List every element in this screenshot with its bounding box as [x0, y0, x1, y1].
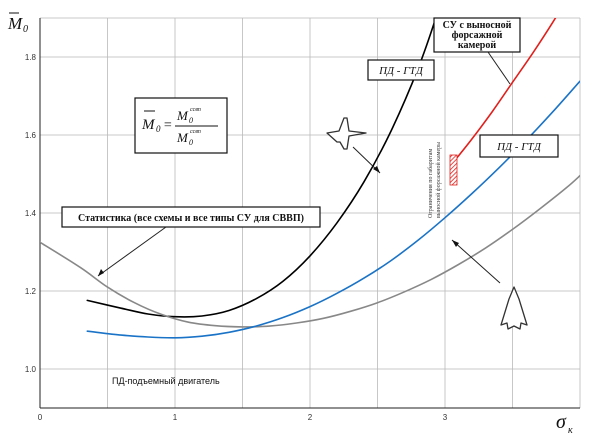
- formula-numerator-sup: ссвп: [190, 107, 201, 113]
- formula-lhs: M: [141, 117, 156, 133]
- y-axis-subscript: 0: [23, 24, 28, 35]
- x-tick-label: 0: [38, 413, 43, 422]
- annotation-statistics-box: [61, 206, 321, 228]
- formula-denominator-sub: 0: [189, 138, 193, 147]
- y-tick-label: 1.2: [25, 287, 37, 296]
- annotation-afterburner-leader: [487, 51, 511, 85]
- limit-hatch: [449, 154, 458, 186]
- formula-numerator-sub: 0: [189, 116, 193, 125]
- annotation-statistics-arrowhead: [98, 269, 104, 276]
- fighter-arrowhead: [452, 240, 459, 247]
- x-axis-subscript: к: [568, 425, 573, 436]
- annotation-afterburner: СУ с выносной форсажной камерой: [433, 17, 521, 85]
- series-gray-line: [40, 174, 580, 328]
- annotation-afterburner-box: [433, 17, 521, 53]
- formula-denominator-sup: ссвп: [190, 129, 201, 135]
- axes: [39, 18, 580, 409]
- annotation-pd-gtd-upper-box: [367, 59, 435, 81]
- y-axis-symbol: M: [7, 14, 23, 33]
- x-tick-label: 2: [308, 413, 313, 422]
- fighter-body: [500, 286, 528, 330]
- formula-denominator: M: [176, 130, 189, 145]
- series-red-line: [451, 18, 557, 166]
- annotation-pd-gtd-upper: ПД - ГТД: [367, 59, 435, 81]
- lift-engine-label: ПД-подъемный двигатель: [112, 376, 220, 386]
- formula-equals: =: [163, 118, 172, 133]
- annotation-statistics-leader: [97, 226, 167, 277]
- annotation-pd-gtd-upper-label: ПД - ГТД: [378, 65, 424, 77]
- series-black-line: [86, 18, 437, 318]
- afterburner-limit: Ограничения по габаритам выносной форсаж…: [427, 142, 458, 218]
- y-tick-label: 1.6: [25, 131, 37, 140]
- annotation-afterburner-line1: СУ с выносной: [443, 20, 512, 31]
- y-axis-title: M 0: [7, 12, 28, 35]
- annotation-pd-gtd-right-box: [479, 134, 559, 158]
- x-axis-title: σ к: [556, 411, 573, 436]
- x-tick-label: 3: [443, 413, 448, 422]
- y-tick-label: 1.0: [25, 365, 37, 374]
- y-tick-label: 1.8: [25, 53, 37, 62]
- annotation-afterburner-line2: форсажной: [452, 30, 503, 41]
- limit-note-line1: Ограничения по габаритам: [427, 149, 434, 218]
- annotation-statistics-label: Статистика (все схемы и все типы СУ для …: [78, 213, 304, 224]
- limit-note-line2: выносной форсажной камеры: [435, 142, 442, 218]
- annotation-pd-gtd-right-label: ПД - ГТД: [496, 141, 542, 153]
- formula-numerator: M: [176, 108, 189, 123]
- fighter-leader: [451, 239, 501, 284]
- series-blue-line: [86, 80, 580, 339]
- tick-labels: 0 1 2 3 1.0 1.2 1.4 1.6 1.8: [25, 53, 448, 422]
- annotation-pd-gtd-right: ПД - ГТД: [479, 134, 559, 158]
- formula-box: M 0 = M 0 ссвп M 0 ссвп: [134, 97, 228, 154]
- formula-lhs-sub: 0: [156, 124, 161, 134]
- y-tick-label: 1.4: [25, 209, 37, 218]
- airplane-body: [326, 117, 367, 150]
- annotation-afterburner-line3: камерой: [458, 40, 496, 51]
- annotation-statistics: Статистика (все схемы и все типы СУ для …: [61, 206, 321, 277]
- airplane-top-view-icon: [326, 117, 381, 174]
- x-tick-label: 1: [173, 413, 178, 422]
- fighter-delta-icon: [451, 239, 528, 330]
- x-axis-symbol: σ: [556, 411, 567, 433]
- airplane-arrowhead: [373, 166, 380, 173]
